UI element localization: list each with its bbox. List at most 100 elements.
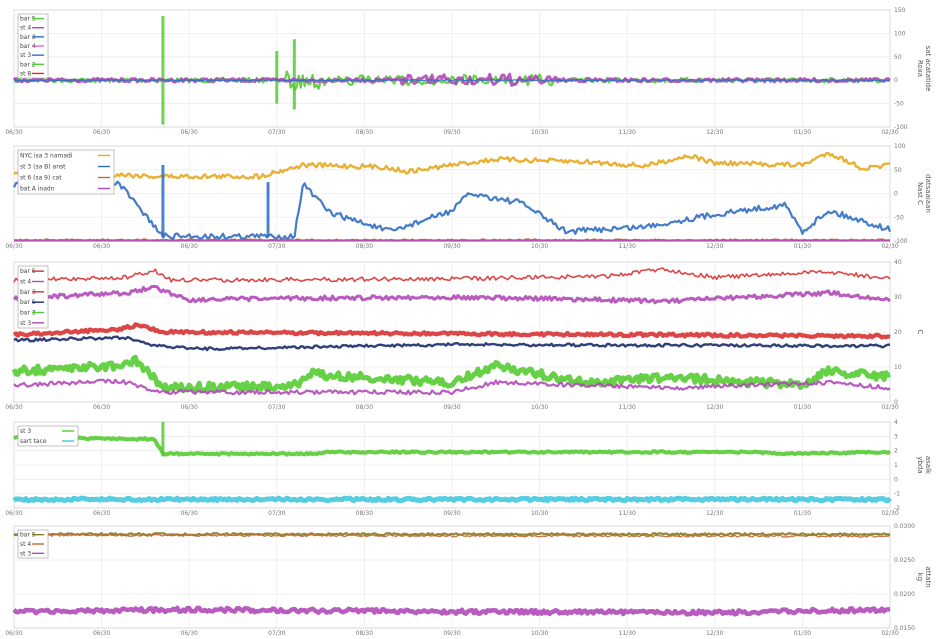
y-tick-label: -100 [894,124,908,131]
x-tick-label: 09/30 [443,630,460,637]
y-tick-label: 0.0150 [894,625,915,632]
x-tick-label: 11/30 [619,630,636,637]
x-tick-label: 09/30 [443,510,460,517]
x-tick-label: 07/30 [268,129,285,136]
x-tick-label: 06/30 [93,129,110,136]
x-tick-label: 08/30 [356,510,373,517]
legend-entry: st 3 [20,320,31,327]
y-tick-label: -2 [894,505,900,512]
legend: bar 5 st 4 st 3 [17,529,49,559]
series-line [13,435,892,457]
x-tick-label: 07/30 [268,243,285,250]
panel-2: 06/30 06/30 06/30 07/30 08/30 09/30 10/30 11/30… [5,143,932,250]
x-tick-label: 09/30 [443,404,460,411]
series-line [12,285,892,305]
x-tick-label: 10/30 [531,630,548,637]
x-tick-label: 12/30 [706,630,723,637]
y-axis-label: C [916,330,924,335]
x-tick-label: 01/30 [794,129,811,136]
panel-4: 06/30 06/30 06/30 07/30 08/30 09/30 10/30 11/30… [5,419,932,517]
x-tick-label: 12/30 [706,510,723,517]
x-tick-label: 06/30 [93,630,110,637]
y-tick-label: 0.0200 [894,591,915,598]
x-tick-label: 10/30 [531,243,548,250]
series-line [13,177,892,241]
legend-entry: st 8 [20,70,31,77]
y-tick-label: -50 [894,101,904,108]
y-axis-label: Nast C [916,182,924,205]
series-line [11,354,891,395]
legend-entry: bar 4 [20,43,36,50]
y-axis-label: datsaaiaan [924,174,932,213]
y-tick-label: 2 [894,448,898,455]
series-line [13,335,890,352]
x-tick-label: 07/30 [268,630,285,637]
legend-entry: st 3 (sa B) anst [20,164,66,171]
y-tick-label: 10 [894,364,902,371]
x-tick-label: 01/30 [794,404,811,411]
x-tick-label: 06/30 [5,129,22,136]
y-axis-label: attatn [924,566,932,587]
x-tick-label: 12/30 [706,404,723,411]
x-tick-label: 12/30 [706,129,723,136]
x-tick-label: 06/30 [181,404,198,411]
x-tick-label: 11/30 [619,129,636,136]
legend-entry: bar 3 [20,289,36,296]
legend-entry: bar 5 [20,532,36,539]
y-tick-label: 0 [894,476,898,483]
series-line [13,152,891,180]
legend-entry: bar 2 [20,61,36,68]
x-tick-label: 09/30 [443,243,460,250]
y-axis-label: sat acatatide [924,46,932,92]
y-tick-label: 50 [894,54,902,61]
x-tick-label: 08/30 [356,129,373,136]
x-tick-label: 11/30 [619,404,636,411]
y-tick-label: -1 [894,491,900,498]
legend-entry: bar 3 [20,34,36,41]
legend-box [17,149,115,195]
y-axis-label: ybda [916,456,924,473]
x-tick-label: 08/30 [356,630,373,637]
y-tick-label: 0 [894,191,898,198]
legend: bar 5 st 4 bar 3 bar 5 bar 3 st 3 [17,265,49,329]
x-tick-label: 10/30 [531,129,548,136]
x-tick-label: 06/30 [5,630,22,637]
legend-entry: st 3 [20,550,31,557]
y-tick-label: 100 [894,143,906,150]
x-tick-label: 06/30 [181,630,198,637]
x-tick-label: 02/30 [881,243,898,250]
legend-entry: bat A inadn [20,186,55,193]
x-tick-label: 06/30 [93,510,110,517]
x-tick-label: 07/30 [268,404,285,411]
x-tick-label: 06/30 [181,129,198,136]
y-tick-label: 50 [894,167,902,174]
y-tick-label: 20 [894,329,902,336]
y-tick-label: -50 [894,214,904,221]
series-line [13,378,891,396]
x-tick-label: 11/30 [619,243,636,250]
legend: bar 5 st 4 bar 3 bar 4 st 3 bar 2 st 8 [17,13,49,79]
panel-1: 06/30 06/30 06/30 07/30 08/30 09/30 10/30 11/30… [5,7,932,136]
legend: NYC isa 3 namadi st 3 (sa B) anst st 6 (sa… [17,149,115,195]
x-tick-label: 06/30 [181,510,198,517]
legend-entry: st 3 [20,428,31,435]
x-tick-label: 06/30 [5,243,22,250]
panel-3: 06/30 06/30 06/30 07/30 08/30 09/30 10/30 11/30… [5,259,924,411]
series-line [13,533,891,538]
y-tick-label: 1 [894,462,898,469]
y-tick-label: 40 [894,259,902,266]
legend-entry: st 4 [20,25,31,32]
x-tick-label: 08/30 [356,243,373,250]
x-tick-label: 01/30 [794,243,811,250]
y-axis-label: Roxa [916,60,924,77]
x-tick-label: 08/30 [356,404,373,411]
y-tick-label: -100 [894,238,908,245]
series-line [12,605,891,617]
y-tick-label: 0 [894,399,898,406]
x-tick-label: 02/30 [881,404,898,411]
x-tick-label: 02/30 [881,630,898,637]
x-tick-label: 06/30 [5,510,22,517]
legend-entry: bar 5 [20,16,36,23]
y-axis-label: asalk [924,456,932,475]
